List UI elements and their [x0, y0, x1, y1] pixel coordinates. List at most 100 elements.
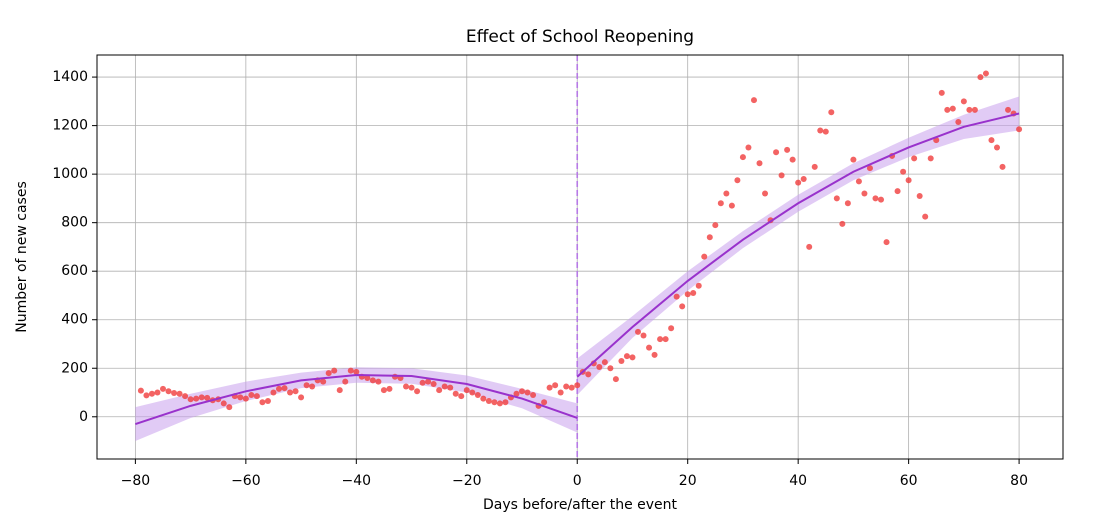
data-point — [541, 399, 548, 406]
data-point — [154, 389, 161, 396]
y-tick-label: 1400 — [52, 69, 88, 85]
data-point — [148, 390, 155, 397]
data-point — [800, 175, 807, 182]
data-point — [911, 155, 918, 162]
data-point — [259, 399, 266, 406]
data-point — [270, 389, 277, 396]
data-point — [596, 364, 603, 371]
x-tick-label: −40 — [342, 473, 372, 489]
data-point — [585, 371, 592, 378]
data-point — [739, 154, 746, 161]
data-point — [855, 178, 862, 185]
data-point — [347, 367, 354, 374]
data-point — [927, 155, 934, 162]
data-point — [690, 290, 697, 297]
data-point — [601, 359, 608, 366]
data-point — [264, 398, 271, 405]
data-point — [695, 282, 702, 289]
data-point — [342, 378, 349, 385]
x-tick-label: 80 — [1010, 473, 1028, 489]
data-point — [204, 394, 211, 401]
data-point — [883, 239, 890, 246]
data-point — [419, 379, 426, 386]
y-tick-label: 600 — [61, 263, 88, 279]
x-tick-label: 20 — [679, 473, 697, 489]
data-point — [248, 391, 255, 398]
data-point — [955, 118, 962, 125]
data-point — [900, 168, 907, 175]
data-point — [646, 344, 653, 351]
data-point — [182, 393, 189, 400]
data-point — [165, 388, 172, 395]
data-point — [176, 390, 183, 397]
data-point — [701, 253, 708, 260]
data-point — [662, 336, 669, 343]
data-point — [817, 127, 824, 134]
data-point — [756, 160, 763, 167]
data-point — [999, 163, 1006, 170]
fit-line — [576, 112, 1020, 378]
data-point — [436, 387, 443, 394]
data-point — [474, 391, 481, 398]
fit-line — [135, 374, 578, 426]
data-point — [629, 354, 636, 361]
chart-title: Effect of School Reopening — [466, 27, 694, 47]
confidence-band — [577, 96, 1020, 395]
data-point — [198, 394, 205, 401]
data-point — [287, 389, 294, 396]
data-point — [977, 74, 984, 81]
data-point — [960, 98, 967, 105]
data-point — [491, 399, 498, 406]
data-point — [452, 390, 459, 397]
data-point — [469, 389, 476, 396]
data-point — [684, 291, 691, 298]
data-point — [679, 303, 686, 310]
data-point — [861, 190, 868, 197]
x-tick-label: 40 — [789, 473, 807, 489]
data-point — [309, 383, 316, 390]
x-tick-label: 0 — [573, 473, 582, 489]
data-point — [872, 195, 879, 202]
data-point — [137, 387, 144, 394]
data-point — [982, 70, 989, 77]
y-tick-label: 800 — [61, 215, 88, 231]
data-point — [485, 398, 492, 405]
data-point — [706, 234, 713, 241]
data-point — [745, 144, 752, 151]
data-point — [988, 137, 995, 144]
data-point — [463, 387, 470, 394]
data-point — [441, 383, 448, 390]
x-tick-label: 60 — [900, 473, 918, 489]
data-point — [944, 106, 951, 113]
data-point — [993, 144, 1000, 151]
confidence-band — [135, 367, 578, 442]
x-tick-label: −80 — [121, 473, 151, 489]
data-point — [673, 293, 680, 300]
data-point — [623, 353, 630, 360]
data-point — [806, 243, 813, 250]
data-point — [651, 351, 658, 358]
data-point — [364, 374, 371, 381]
data-point — [220, 400, 227, 407]
data-point — [552, 382, 559, 389]
data-point — [612, 376, 619, 383]
data-point — [386, 385, 393, 392]
data-point — [563, 383, 570, 390]
data-point — [369, 377, 376, 384]
data-point — [403, 383, 410, 390]
data-point — [143, 392, 150, 399]
data-point — [734, 177, 741, 184]
data-point — [634, 328, 641, 335]
data-point — [331, 367, 338, 374]
data-point — [657, 336, 664, 343]
data-point — [640, 332, 647, 339]
data-point — [380, 387, 387, 394]
data-point — [1005, 106, 1012, 113]
data-point — [916, 192, 923, 199]
data-point — [712, 222, 719, 229]
data-point — [502, 399, 509, 406]
data-point — [513, 390, 520, 397]
y-tick-label: 400 — [61, 312, 88, 328]
data-point — [607, 365, 614, 372]
data-point — [1016, 126, 1023, 133]
